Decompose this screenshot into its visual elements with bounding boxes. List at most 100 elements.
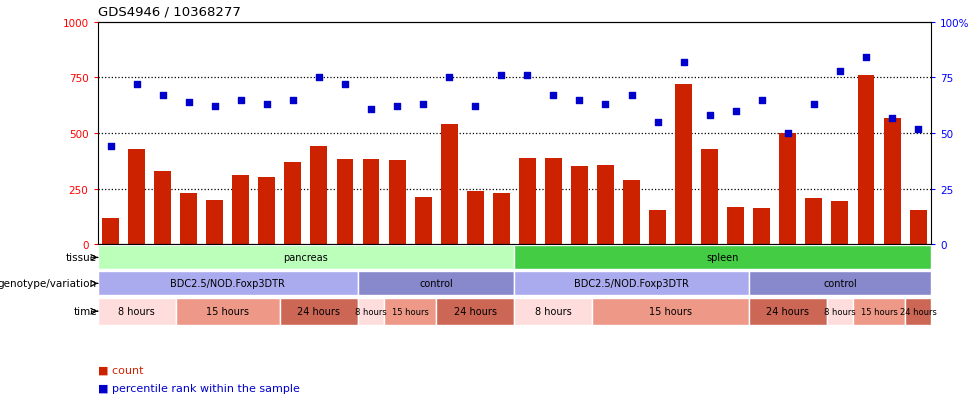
Point (911, 126, 926, 133)
Text: spleen: spleen (707, 253, 739, 263)
Bar (515, 298, 593, 325)
Bar (128, 150, 145, 245)
Point (728, 108, 744, 115)
Point (832, 68, 847, 75)
Bar (749, 272, 931, 296)
Bar (832, 202, 848, 245)
Bar (310, 147, 328, 245)
Bar (571, 167, 588, 245)
Point (806, 102, 822, 108)
Bar (519, 158, 536, 245)
Point (207, 104, 222, 110)
Text: BDC2.5/NOD.Foxp3DTR: BDC2.5/NOD.Foxp3DTR (171, 279, 286, 289)
Bar (207, 200, 223, 245)
Bar (593, 298, 749, 325)
Bar (363, 159, 379, 245)
Text: ■ count: ■ count (98, 365, 143, 375)
Point (571, 97, 587, 104)
Bar (384, 298, 436, 325)
Point (285, 97, 300, 104)
Bar (336, 159, 354, 245)
Bar (858, 76, 875, 245)
Point (493, 73, 509, 79)
Bar (358, 298, 384, 325)
Bar (492, 194, 510, 245)
Text: 8 hours: 8 hours (535, 306, 571, 316)
Bar (515, 272, 749, 296)
Text: BDC2.5/NOD.Foxp3DTR: BDC2.5/NOD.Foxp3DTR (574, 279, 689, 289)
Bar (102, 218, 119, 245)
Bar (905, 298, 931, 325)
Point (598, 102, 613, 108)
Bar (910, 210, 926, 245)
Bar (754, 208, 770, 245)
Point (311, 75, 327, 81)
Text: 24 hours: 24 hours (453, 306, 496, 316)
Bar (805, 198, 822, 245)
Bar (358, 272, 515, 296)
Bar (176, 298, 280, 325)
Point (520, 73, 535, 79)
Point (884, 115, 900, 121)
Text: control: control (823, 279, 857, 289)
Bar (727, 207, 744, 245)
Point (546, 93, 562, 99)
Text: pancreas: pancreas (284, 253, 329, 263)
Point (676, 59, 691, 66)
Text: 24 hours: 24 hours (900, 307, 937, 316)
Bar (467, 192, 484, 245)
Bar (285, 163, 301, 245)
Text: 8 hours: 8 hours (824, 307, 856, 316)
Point (259, 102, 275, 108)
Bar (232, 176, 250, 245)
Text: 24 hours: 24 hours (766, 306, 809, 316)
Point (364, 106, 379, 113)
Bar (853, 298, 905, 325)
Bar (280, 298, 358, 325)
Bar (779, 134, 797, 245)
Bar (883, 118, 901, 245)
Text: time: time (73, 306, 97, 316)
Text: GDS4946 / 10368277: GDS4946 / 10368277 (98, 6, 241, 19)
Text: 15 hours: 15 hours (649, 306, 692, 316)
Bar (98, 246, 515, 270)
Point (649, 119, 665, 126)
Bar (597, 166, 614, 245)
Point (155, 93, 171, 99)
Bar (389, 160, 406, 245)
Point (389, 104, 405, 110)
Point (442, 75, 457, 81)
Bar (749, 298, 827, 325)
Point (702, 113, 718, 119)
Point (780, 131, 796, 137)
Text: control: control (419, 279, 453, 289)
Bar (545, 158, 562, 245)
Point (858, 55, 874, 62)
Text: 15 hours: 15 hours (207, 306, 250, 316)
Bar (180, 194, 197, 245)
Bar (675, 85, 692, 245)
Bar (154, 171, 171, 245)
Bar (827, 298, 853, 325)
Point (181, 100, 197, 106)
Point (624, 93, 640, 99)
Text: 15 hours: 15 hours (861, 307, 897, 316)
Text: 8 hours: 8 hours (355, 307, 387, 316)
Point (337, 82, 353, 88)
Bar (649, 210, 666, 245)
Text: genotype/variation: genotype/variation (0, 279, 97, 289)
Bar (701, 150, 719, 245)
Text: 15 hours: 15 hours (392, 307, 429, 316)
Bar (436, 298, 515, 325)
Text: ■ percentile rank within the sample: ■ percentile rank within the sample (98, 383, 299, 393)
Point (129, 82, 144, 88)
Point (467, 104, 483, 110)
Bar (441, 125, 457, 245)
Point (102, 144, 118, 150)
Bar (414, 197, 432, 245)
Point (415, 102, 431, 108)
Text: 24 hours: 24 hours (297, 306, 340, 316)
Bar (515, 246, 931, 270)
Point (233, 97, 249, 104)
Bar (98, 298, 176, 325)
